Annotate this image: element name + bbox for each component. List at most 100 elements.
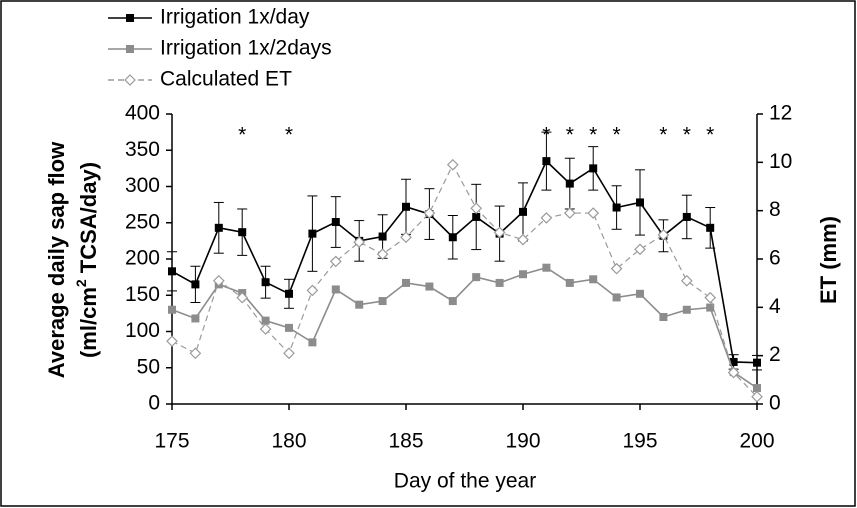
y2-tick-label: 8 <box>769 198 781 221</box>
y-axis-label-part: (ml/cm <box>76 287 101 358</box>
data-point <box>682 305 691 314</box>
data-point <box>659 313 668 321</box>
y-tick-label: 50 <box>137 355 160 378</box>
significance-mark: * <box>659 124 667 147</box>
x-tick-label: 195 <box>622 430 657 453</box>
y2-tick-label: 4 <box>769 295 781 318</box>
data-point <box>378 232 387 241</box>
data-point <box>610 262 623 275</box>
y-axis-label: (ml/cm2 TCSA/day) <box>73 162 101 358</box>
data-point <box>446 158 459 171</box>
data-point <box>168 267 176 276</box>
data-point <box>329 255 342 268</box>
data-point <box>682 212 691 221</box>
data-point <box>470 202 483 215</box>
data-point <box>168 305 176 314</box>
significance-mark: * <box>589 124 597 147</box>
data-point <box>729 357 738 366</box>
data-point <box>306 284 319 297</box>
y2-tick-label: 6 <box>769 247 781 270</box>
data-point <box>355 300 364 309</box>
y-tick-label: 200 <box>125 247 160 270</box>
data-point <box>261 316 270 325</box>
legend-label: Irrigation 1x/2days <box>160 37 332 60</box>
significance-mark: * <box>706 124 714 147</box>
data-point <box>283 347 295 360</box>
data-point <box>308 229 317 238</box>
data-point <box>259 323 272 335</box>
data-point <box>212 274 225 287</box>
data-point <box>704 291 717 304</box>
series-line <box>171 163 758 398</box>
y-tick-label: 300 <box>125 174 160 197</box>
x-tick-label: 200 <box>739 430 774 453</box>
data-point <box>751 390 763 403</box>
y2-tick-label: 10 <box>769 150 792 173</box>
x-tick-label: 180 <box>271 430 306 453</box>
data-point <box>423 207 436 219</box>
x-tick-label: 185 <box>388 430 423 453</box>
data-point <box>612 293 621 302</box>
data-point <box>425 282 434 291</box>
y-tick-label: 350 <box>125 138 160 161</box>
data-point <box>706 223 715 232</box>
data-point <box>657 228 670 241</box>
x-tick-label: 175 <box>154 430 189 453</box>
data-point <box>402 278 410 287</box>
data-point <box>565 179 574 188</box>
data-point <box>472 212 481 221</box>
data-point <box>517 233 529 246</box>
data-point <box>753 384 761 393</box>
y2-axis-label: ET (mm) <box>816 216 841 304</box>
legend-marker <box>126 14 134 22</box>
y-tick-label: 400 <box>125 102 160 125</box>
significance-mark: * <box>613 124 621 147</box>
legend-label: Irrigation 1x/day <box>160 6 310 29</box>
data-point <box>636 198 644 207</box>
data-point <box>238 228 247 237</box>
data-point <box>331 218 340 227</box>
data-point <box>166 335 178 348</box>
y-tick-label: 0 <box>148 392 160 415</box>
data-point <box>378 297 387 306</box>
data-point <box>236 291 249 304</box>
data-point <box>542 157 551 166</box>
significance-mark: * <box>542 124 550 147</box>
data-point <box>636 289 644 298</box>
data-point <box>587 207 600 219</box>
data-point <box>495 278 504 287</box>
data-point <box>214 223 223 232</box>
data-point <box>331 285 340 294</box>
data-point <box>376 248 389 261</box>
y2-tick-label: 12 <box>769 102 792 125</box>
data-point <box>189 347 202 360</box>
significance-mark: * <box>566 124 574 147</box>
y2-tick-label: 0 <box>769 392 781 415</box>
data-point <box>261 278 270 287</box>
data-point <box>519 270 527 279</box>
significance-mark: * <box>238 124 246 147</box>
data-point <box>612 203 621 212</box>
data-point <box>563 207 576 219</box>
data-point <box>589 275 598 284</box>
y-tick-label: 150 <box>125 283 160 306</box>
legend-marker <box>126 45 134 53</box>
data-point <box>308 338 317 347</box>
data-point <box>448 297 457 306</box>
legend-label: Calculated ET <box>160 68 292 91</box>
data-point <box>448 233 457 242</box>
significance-mark: * <box>683 124 691 147</box>
data-point <box>191 280 200 289</box>
y-axis-label-part: TCSA/day) <box>76 162 101 279</box>
data-point <box>727 366 740 379</box>
y2-tick-label: 2 <box>769 343 781 366</box>
significance-mark: * <box>285 124 293 147</box>
data-point <box>680 274 693 287</box>
data-point <box>634 243 646 256</box>
legend-marker <box>124 74 136 86</box>
x-axis-label: Day of the year <box>394 470 536 493</box>
data-point <box>285 289 293 298</box>
data-point <box>542 263 551 272</box>
